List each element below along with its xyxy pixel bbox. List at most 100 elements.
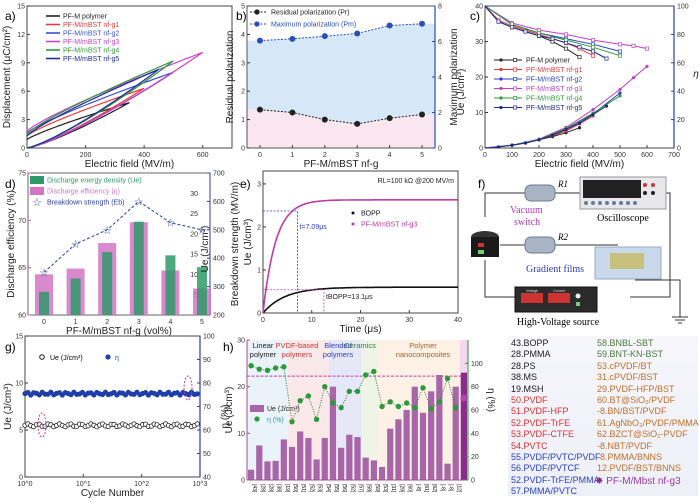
a-x-tick-label: 200 [80, 152, 92, 159]
f-oscilloscope-label: Oscilloscope [597, 213, 649, 224]
h-bar [247, 469, 255, 480]
c-ue-point [564, 127, 568, 132]
d-yr1-tick-label: 10 [190, 272, 198, 279]
g-yl-tick-label: 10 [15, 381, 23, 388]
c-yl-tick-label: 40 [475, 4, 483, 11]
e-y-tick-label: 2 [257, 224, 261, 231]
references-col2: 58.BNBL-SBT 59.BNT-KN-BST 53.cPVDF/BT 31.cP… [597, 338, 699, 475]
b-legend-label: Residual polarization (Pr) [271, 10, 350, 17]
h-x-tick-label: [19] [284, 484, 290, 493]
h-bar [354, 437, 361, 480]
b-point [386, 115, 393, 122]
c-eta-point [577, 45, 582, 50]
h-group-label: Ceramics [344, 341, 376, 350]
h-x-tick-label: [54] [325, 484, 331, 493]
reference-item: 38.MS [511, 372, 538, 383]
panel-letter-b: b) [236, 9, 247, 23]
c-legend-marker-filled [499, 67, 503, 72]
d-x-tick-label: 0 [42, 319, 46, 326]
f-current-label: Current [553, 289, 565, 293]
e-annotation-bopp: tBOPP=13.1μs [326, 294, 373, 301]
c-ue-point [604, 104, 609, 108]
panel-letter-g: g) [5, 340, 16, 354]
a-legend-label: PF-M/mBST nf-g5 [63, 56, 119, 63]
h-x-tick-label: [59] [374, 484, 380, 493]
f-oscilloscope-knob [612, 201, 616, 205]
d-yr1-tick-label: 30 [190, 191, 198, 198]
reference-item: 12.PVDF/BST/BNNS [597, 463, 682, 474]
a-legend-label: PF-M polymer [63, 14, 108, 21]
b-x-tick-label: 3 [355, 152, 359, 159]
plot-frame [26, 5, 233, 149]
b-x-tick-label: 0 [258, 152, 262, 159]
b-legend-marker [254, 9, 260, 15]
reference-item: 51.PVDF-HFP [511, 406, 569, 417]
h-x-tick-label: [31] [390, 484, 396, 493]
g-ue-point [194, 421, 200, 427]
e-legend-marker [351, 222, 355, 226]
h-bar [313, 459, 320, 480]
plot-frame [262, 170, 459, 314]
d-x-tick-label: 1 [74, 319, 78, 326]
h-yr-tick-label: 40 [471, 431, 479, 438]
h-eta-line [250, 365, 457, 424]
references-list: 43.BOPP 28.PMMA 28.PS 38.MS 19.MSH 50.PVDF 51.… [508, 336, 699, 496]
f-source-button [576, 302, 580, 306]
f-resistor-1 [524, 184, 556, 202]
f-oscilloscope-knob [591, 201, 595, 205]
b-point [321, 116, 328, 123]
f-oscilloscope-led [643, 183, 647, 187]
b-yr-tick-label: 4 [438, 75, 442, 82]
h-eta-point [264, 367, 271, 374]
h-group-label: polymer [250, 350, 277, 359]
c-yr-tick-label: 100 [677, 4, 689, 11]
panel-letter-c: c) [470, 9, 480, 23]
d-ylabel-right1: Ue (J/cm³) [200, 226, 211, 273]
h-bar [403, 410, 410, 480]
h-x-tick-label: [43] [251, 484, 257, 493]
d-breakdown-star-icon: ☆ [102, 225, 112, 237]
h-x-tick-label: [53] [317, 484, 323, 493]
c-legend-marker-open [513, 86, 518, 91]
e-x-tick-label: 0 [261, 317, 265, 324]
a-legend-label: PF-M/mBST nf-g3 [63, 39, 119, 46]
g-ylabel: Ue (J/cm³) [3, 383, 14, 430]
h-eta-point [256, 366, 262, 372]
h-x-tick-label: [50] [292, 484, 298, 493]
c-ue-line [484, 105, 607, 149]
b-point [289, 35, 296, 42]
c-yl-tick-label: 0 [479, 146, 483, 153]
h-yl-tick-label: 30 [237, 338, 245, 345]
h-eta-point [338, 404, 344, 411]
chart-g-cycling: 0 5 10 15 40 50 60 70 80 90 100 10^0 10^1 10^2 10^3 Cyc… [3, 334, 231, 500]
g-eta-axis-marker [183, 375, 193, 401]
h-eta-point [395, 403, 402, 410]
h-bar [428, 391, 435, 480]
c-legend-marker-filled [499, 86, 503, 91]
d-ylabel: Discharge efficiency (%) [6, 190, 17, 298]
b-yl-tick-label: 2 [241, 89, 245, 96]
f-oscilloscope-screen [583, 180, 641, 198]
c-eta-point [604, 56, 609, 61]
c-yr-tick-label: 60 [677, 60, 685, 67]
h-legend-eta-marker [254, 416, 260, 422]
g-yr-tick-label: 40 [203, 475, 211, 482]
f-gradient-films-label: Gradient films [526, 264, 584, 275]
chart-d-bar-comparison: 60 65 70 75 5 10 15 20 25 30 200 300 400 500 600 700 0 1 2… [6, 171, 241, 338]
h-bar [419, 412, 427, 480]
h-x-tick-label: [60] [407, 484, 413, 493]
d-yl-tick-label: 65 [18, 265, 26, 272]
h-bar [362, 457, 369, 480]
c-ue-point [537, 138, 541, 142]
h-bar [256, 445, 263, 480]
c-eta-point [591, 38, 595, 43]
h-eta-point [322, 383, 328, 390]
reference-item: 28.PS [511, 360, 536, 371]
h-x-tick-label: [-8] [439, 484, 445, 492]
c-ue-point [591, 108, 595, 112]
h-group-label: Polymer [409, 341, 437, 350]
b-x-tick-label: 1 [290, 152, 294, 159]
b-ylabel-right: Maximum polarization [449, 28, 460, 125]
c-yr-tick-label: 0 [677, 146, 681, 153]
